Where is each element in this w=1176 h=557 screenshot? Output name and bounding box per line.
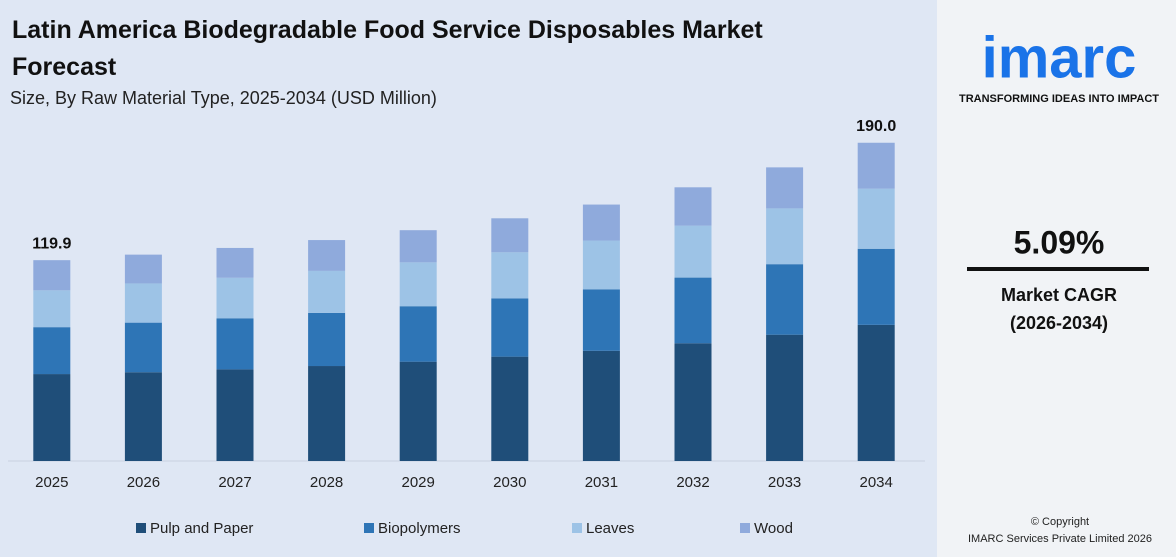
company: IMARC Services Private Limited 2026 [968, 533, 1152, 545]
bar-segment [33, 260, 71, 291]
legend-label: Wood [754, 520, 793, 537]
bar-segment [674, 225, 712, 278]
bar-segment [216, 277, 254, 319]
x-tick-label: 2030 [493, 474, 526, 491]
x-tick-label: 2033 [768, 474, 801, 491]
chart-title: Latin America Biodegradable Food Service… [12, 16, 763, 81]
x-tick-label: 2027 [218, 474, 251, 491]
bar-segment [308, 312, 346, 367]
legend-label: Pulp and Paper [150, 520, 253, 537]
legend-label: Biopolymers [378, 520, 461, 537]
x-tick-label: 2029 [402, 474, 435, 491]
x-tick-label: 2026 [127, 474, 160, 491]
bar-segment [766, 208, 804, 265]
bar-segment [582, 240, 620, 290]
bar-segment [674, 277, 712, 344]
cagr-period: (2026-2034) [1010, 313, 1108, 333]
legend-swatch [572, 523, 582, 533]
legend-swatch [740, 523, 750, 533]
bar-segment [674, 343, 712, 461]
bar-segment [33, 374, 71, 461]
bar-segment [124, 254, 162, 284]
cagr-label: Market CAGR [1001, 285, 1117, 305]
logo: imarc [982, 25, 1137, 90]
bar-segment [857, 324, 895, 461]
bar-segment [33, 327, 71, 375]
bar-segment [766, 264, 804, 335]
bar-segment [491, 356, 529, 461]
x-tick-label: 2032 [676, 474, 709, 491]
divider [967, 267, 1149, 271]
x-tick-label: 2025 [35, 474, 68, 491]
legend-swatch [136, 523, 146, 533]
tagline: TRANSFORMING IDEAS INTO IMPACT [959, 93, 1159, 105]
bar-segment [491, 252, 529, 299]
bar-segment [399, 230, 437, 263]
bar-segment [582, 350, 620, 461]
chart-subtitle: Size, By Raw Material Type, 2025-2034 (U… [10, 88, 437, 108]
cagr-value: 5.09% [1014, 224, 1105, 260]
bar-segment [216, 369, 254, 461]
bar-segment [33, 290, 71, 328]
total-label: 119.9 [32, 235, 71, 252]
legend-label: Leaves [586, 520, 634, 537]
bar-segment [491, 218, 529, 253]
bar-segment [399, 361, 437, 461]
x-tick-label: 2034 [860, 474, 893, 491]
bar-segment [857, 188, 895, 249]
bar-segment [308, 366, 346, 461]
bar-segment [124, 322, 162, 373]
legend-swatch [364, 523, 374, 533]
bar-segment [766, 334, 804, 461]
bar-segment [582, 204, 620, 241]
bar-segment [216, 318, 254, 370]
bar-segment [399, 306, 437, 362]
bar-segment [857, 142, 895, 189]
side-panel [937, 0, 1176, 557]
copyright: © Copyright [1031, 516, 1089, 528]
bar-segment [308, 240, 346, 271]
x-tick-label: 2028 [310, 474, 343, 491]
bar-segment [582, 289, 620, 351]
bar-segment [857, 248, 895, 325]
total-label: 190.0 [856, 118, 896, 135]
bar-segment [399, 262, 437, 307]
x-tick-label: 2031 [585, 474, 618, 491]
bar-segment [308, 270, 346, 313]
bar-segment [674, 187, 712, 226]
bar-segment [216, 247, 254, 278]
bar-segment [124, 283, 162, 323]
bar-segment [491, 298, 529, 357]
bar-segment [124, 372, 162, 461]
bar-segment [766, 167, 804, 209]
